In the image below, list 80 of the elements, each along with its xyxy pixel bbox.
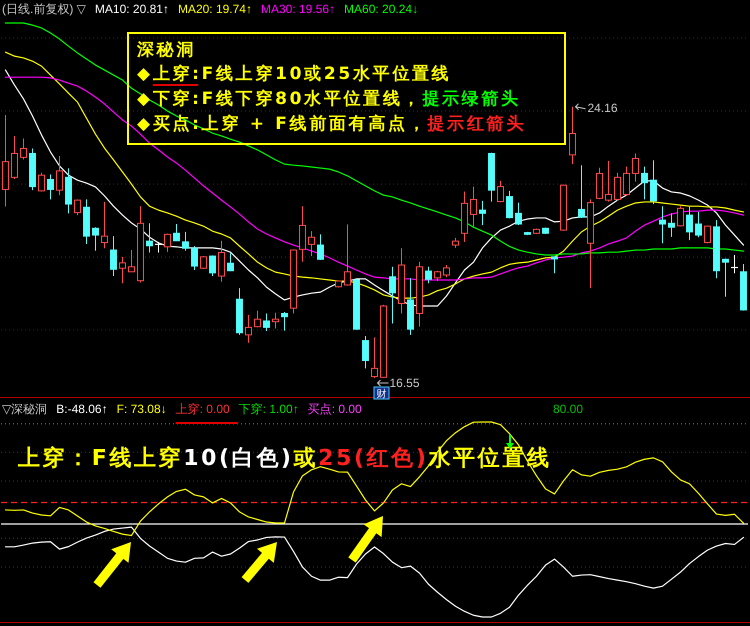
candlestick: [389, 266, 396, 324]
candlestick: [200, 256, 207, 270]
candlestick: [425, 266, 432, 284]
annotation: 16.55: [390, 376, 420, 390]
annotation: 上穿：F线上穿: [17, 445, 184, 471]
candlestick: [11, 135, 18, 180]
candlestick: [614, 172, 621, 202]
candlestick: [20, 138, 27, 160]
annotation: 或: [292, 446, 318, 471]
candlestick: [245, 314, 252, 344]
candlestick: [209, 254, 216, 277]
candlestick: [371, 336, 378, 378]
candlestick: [443, 264, 450, 278]
text: 买点: 0.00: [308, 402, 362, 416]
candlestick: [704, 224, 711, 244]
annotation: 提示绿箭头: [421, 89, 521, 109]
candlestick: [641, 166, 648, 200]
annotation: 提示红箭头: [426, 114, 526, 134]
candlestick: [56, 155, 63, 196]
text: MA30: 19.56↑: [260, 2, 336, 16]
candlestick: [38, 172, 45, 192]
candlestick: [317, 234, 324, 261]
text: 下穿: 1.00↑: [238, 402, 299, 416]
candlestick: [452, 237, 459, 248]
candlestick: [569, 106, 576, 165]
candlestick: [254, 310, 261, 328]
candlestick: [128, 250, 135, 272]
text: MA60: 20.24↓: [344, 2, 418, 16]
candlestick: [479, 200, 486, 226]
text: 80.00: [553, 402, 584, 416]
text: B:-48.06↑: [56, 402, 108, 416]
candlestick: [578, 164, 585, 218]
candlestick: [263, 312, 270, 332]
picture-event-icon: 财: [374, 386, 390, 400]
candlestick: [299, 206, 306, 262]
candlestick: [164, 233, 171, 252]
candlestick: [281, 312, 288, 332]
candlestick: [470, 186, 477, 228]
annotation: 25(红色): [318, 446, 428, 471]
annotation: 24.16: [588, 100, 618, 115]
candlestick: [92, 226, 99, 252]
candlestick: [695, 211, 702, 238]
text: ◆上穿:F线上穿10或25水平位置线: [137, 64, 452, 84]
annotation: 10(白色): [183, 446, 294, 471]
candlestick: [272, 312, 279, 329]
text: F: 73.08↓: [116, 402, 167, 416]
candlestick: [191, 246, 198, 271]
candlestick: [47, 174, 54, 200]
candlestick: [515, 202, 522, 226]
candlestick: [623, 166, 630, 196]
candlestick: [119, 256, 126, 284]
candlestick: [677, 206, 684, 228]
candlestick: [497, 180, 504, 203]
candlestick: [218, 240, 225, 282]
candlestick: [434, 270, 441, 282]
text: 深秘洞: [136, 40, 196, 60]
candlestick: [362, 335, 369, 369]
candlestick: [668, 212, 675, 238]
candlestick: [110, 236, 117, 277]
candlestick: [722, 258, 729, 298]
text: MA20: 19.74↑: [178, 2, 252, 16]
candlestick: [101, 201, 108, 249]
candlestick: [551, 256, 558, 274]
candlestick: [227, 252, 234, 272]
chart-title: (日线.前复权) ▽: [2, 2, 87, 16]
candlestick: [182, 231, 189, 252]
chart-title: ▽深秘洞: [2, 402, 48, 416]
text: MA10: 20.81↑: [94, 2, 169, 16]
candlestick: [686, 206, 693, 241]
candlestick: [146, 222, 153, 254]
candlestick: [632, 152, 639, 182]
candlestick: [74, 198, 81, 216]
candlestick: [506, 190, 513, 219]
candlestick: [659, 206, 666, 244]
candlestick: [308, 230, 315, 257]
candlestick: [344, 224, 351, 286]
candlestick: [173, 224, 180, 242]
text: 上穿: 0.00: [176, 402, 230, 416]
candlestick: [650, 160, 657, 205]
candlestick: [605, 160, 612, 202]
